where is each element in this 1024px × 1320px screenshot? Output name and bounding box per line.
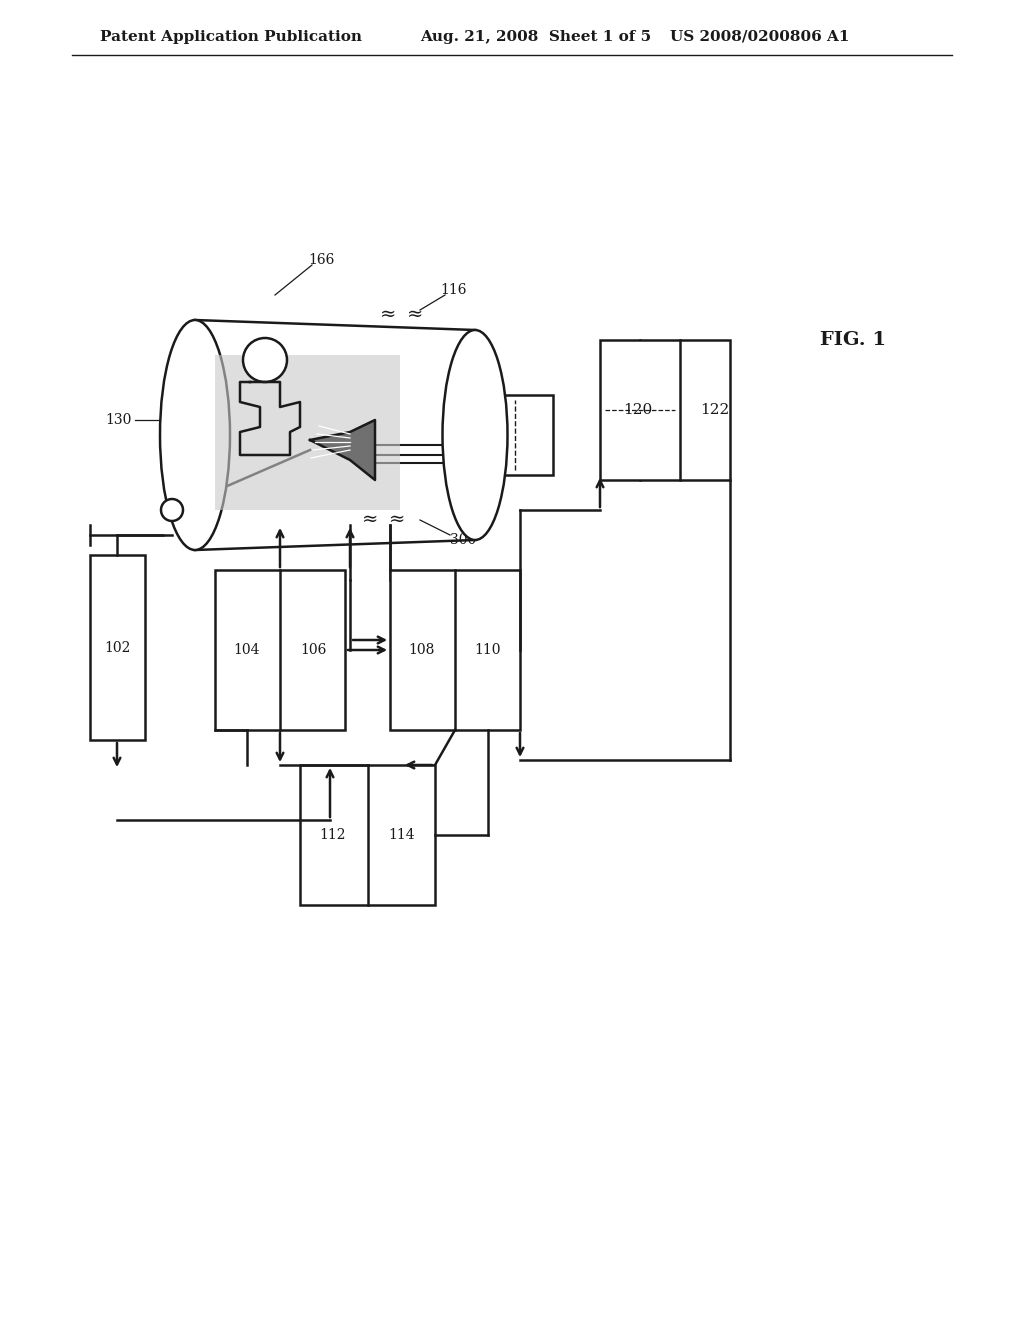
Bar (390, 570, 520, 730)
Text: 110: 110 (475, 643, 502, 657)
Text: 108: 108 (409, 643, 435, 657)
Text: 104: 104 (233, 643, 260, 657)
Text: Aug. 21, 2008  Sheet 1 of 5: Aug. 21, 2008 Sheet 1 of 5 (420, 30, 651, 44)
Polygon shape (310, 420, 375, 480)
Text: 122: 122 (700, 403, 730, 417)
Bar (90, 554, 145, 741)
Text: US 2008/0200806 A1: US 2008/0200806 A1 (670, 30, 850, 44)
Text: ≈: ≈ (380, 306, 396, 323)
Bar (300, 766, 435, 906)
Text: 112: 112 (319, 828, 346, 842)
Text: ≈: ≈ (389, 511, 406, 529)
Text: 116: 116 (440, 282, 467, 297)
Text: Patent Application Publication: Patent Application Publication (100, 30, 362, 44)
Text: 130: 130 (105, 413, 131, 426)
Bar (478, 395, 553, 475)
Text: ≈: ≈ (407, 306, 423, 323)
Bar (215, 570, 345, 730)
Text: 166: 166 (308, 253, 335, 267)
Text: ≈: ≈ (361, 511, 378, 529)
Text: 102: 102 (103, 642, 130, 655)
Text: 300: 300 (450, 533, 476, 546)
Bar (215, 355, 400, 510)
Text: 114: 114 (389, 828, 416, 842)
Text: 106: 106 (300, 643, 327, 657)
Text: FIG. 1: FIG. 1 (820, 331, 886, 348)
Text: 120: 120 (624, 403, 652, 417)
Circle shape (161, 499, 183, 521)
Circle shape (243, 338, 287, 381)
Ellipse shape (160, 319, 230, 550)
Ellipse shape (442, 330, 508, 540)
Bar (600, 341, 730, 480)
